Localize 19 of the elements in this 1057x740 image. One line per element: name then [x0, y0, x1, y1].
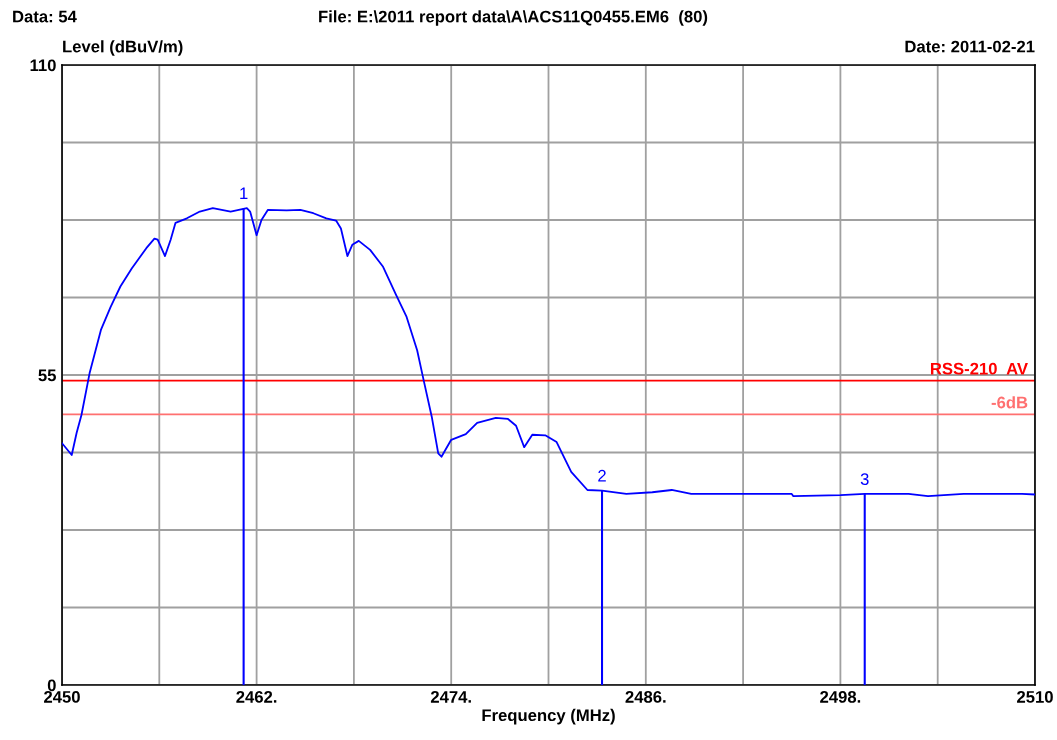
ref-line-label: RSS-210 AV [930, 362, 1028, 375]
annotation: 3 [860, 473, 869, 485]
x-tick-label: 2486. [625, 691, 666, 703]
text: Date: 2011-02-21 [905, 40, 1035, 53]
chart-title: File: E:\2011 report data\A\ACS11Q0455.EM6 (80) [319, 10, 708, 26]
x-axis-title: Frequency (MHz) [482, 708, 615, 725]
y-tick-label: 0 [47, 679, 56, 692]
text: Data: 54 [13, 10, 77, 23]
y-axis-title: Level (dBuV/m) [63, 40, 183, 56]
y-tick-label: 110 [30, 59, 56, 72]
annotation: 2 [598, 469, 606, 482]
annotation: 1 [240, 187, 248, 200]
x-tick-label: 2462. [236, 691, 277, 703]
y-tick-label: 55 [38, 369, 56, 382]
x-tick-label: 2450 [44, 691, 80, 703]
ref-line-label: -6dB [991, 396, 1028, 409]
x-tick-label: 2498. [820, 691, 861, 703]
x-tick-label: 2510 [1017, 691, 1053, 703]
x-tick-label: 2474. [430, 691, 471, 703]
